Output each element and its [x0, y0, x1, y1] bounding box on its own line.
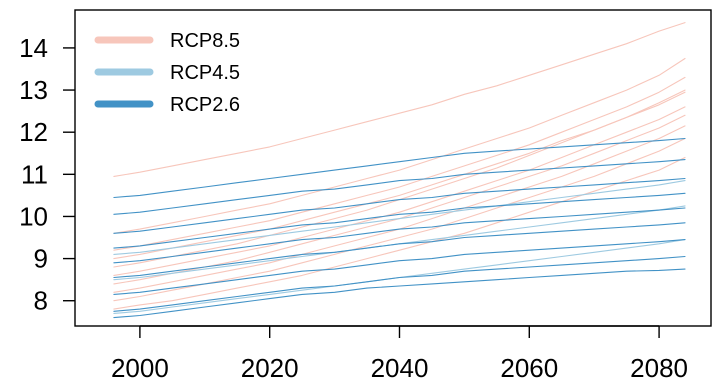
y-tick-label: 13 — [19, 75, 48, 105]
series-line-rcp26-9 — [113, 268, 686, 319]
x-tick-label: 2060 — [500, 353, 558, 383]
y-tick-label: 9 — [34, 244, 48, 274]
legend: RCP8.5 RCP4.5 RCP2.6 — [94, 30, 240, 116]
series-line-rcp26-3 — [113, 177, 686, 234]
x-tick-label: 2040 — [371, 353, 429, 383]
y-tick-label: 14 — [19, 33, 48, 63]
y-tick-label: 12 — [19, 117, 48, 147]
legend-label: RCP2.6 — [170, 94, 240, 116]
series-line-rcp85-2 — [113, 57, 686, 234]
x-axis: 2000 2020 2040 2060 2080 — [111, 325, 688, 383]
series-line-rcp85-10 — [113, 156, 686, 310]
series-line-rcp26-5 — [113, 207, 686, 264]
series-line-rcp85-4 — [113, 89, 686, 268]
legend-label: RCP8.5 — [170, 30, 240, 52]
series-line-rcp26-1 — [113, 137, 686, 199]
x-tick-label: 2020 — [241, 353, 299, 383]
series-line-rcp26-4 — [113, 192, 686, 249]
y-tick-label: 8 — [34, 286, 48, 316]
series-layer — [113, 22, 686, 319]
series-line-rcp45-1 — [113, 180, 686, 255]
x-tick-label: 2000 — [111, 353, 169, 383]
y-tick-label: 11 — [21, 159, 48, 189]
series-line-rcp85-1 — [113, 22, 686, 177]
series-line-rcp85-5 — [113, 91, 686, 260]
series-line-rcp26-8 — [113, 255, 686, 312]
y-tick-label: 10 — [19, 201, 48, 231]
legend-label: RCP4.5 — [170, 62, 240, 84]
series-line-rcp85-3 — [113, 76, 686, 251]
y-axis: 8 9 10 11 12 13 14 — [19, 33, 75, 316]
x-tick-label: 2080 — [630, 353, 688, 383]
series-line-rcp26-6 — [113, 222, 686, 279]
series-line-rcp26-2 — [113, 159, 686, 215]
series-line-rcp26-7 — [113, 239, 686, 295]
